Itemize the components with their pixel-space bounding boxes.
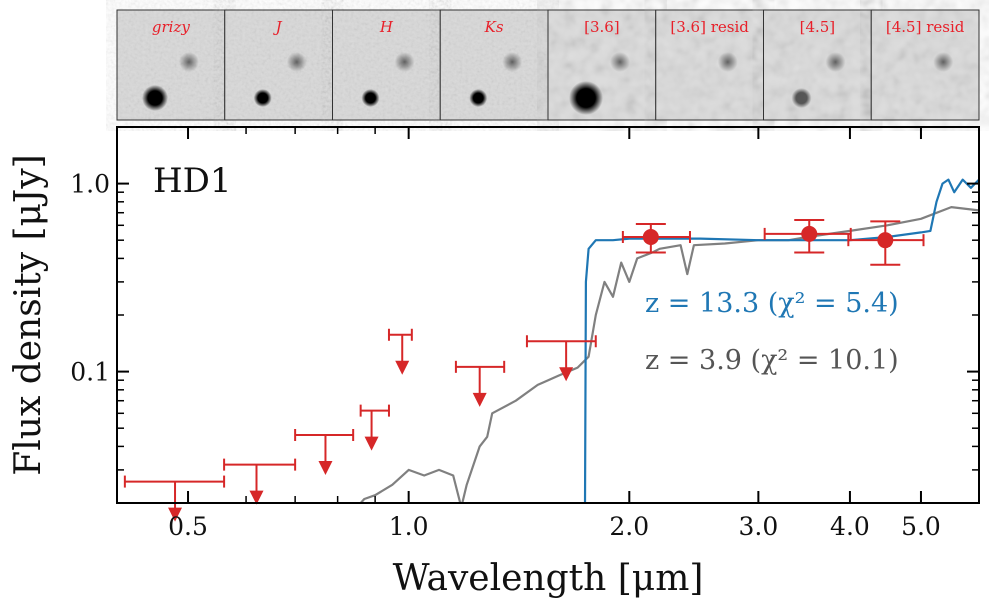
- stamp-0: grizy: [116, 9, 226, 121]
- stamp-6: [4.5]: [763, 9, 872, 121]
- upper-limit: [387, 328, 413, 375]
- neighbor-blob: [825, 52, 846, 72]
- neighbor-blob: [610, 52, 630, 72]
- upper-limit: [454, 360, 506, 407]
- stamp-noise: [117, 10, 225, 120]
- stamp-label: H: [379, 18, 394, 36]
- x-tick-label: 4.0: [830, 512, 870, 541]
- stamp-4: [3.6]: [547, 9, 657, 121]
- down-arrow-icon: [559, 367, 574, 382]
- data-marker: [877, 232, 894, 249]
- photometry-points: [123, 219, 925, 522]
- stamp-label: [4.5]: [800, 18, 836, 36]
- down-arrow-icon: [364, 436, 379, 451]
- neighbor-blob: [286, 52, 307, 72]
- x-tick-label: 1.0: [389, 512, 429, 541]
- upper-limit: [359, 404, 390, 451]
- down-arrow-icon: [168, 507, 183, 522]
- upper-limit: [223, 458, 297, 505]
- data-marker: [642, 228, 659, 245]
- data-marker: [801, 225, 818, 242]
- stamp-label: [4.5] resid: [886, 18, 965, 36]
- upper-limit: [525, 335, 597, 382]
- stamp-label: J: [273, 18, 283, 36]
- source-blob: [361, 89, 380, 107]
- source-blob: [569, 81, 603, 115]
- stamp-7: [4.5] resid: [870, 9, 980, 121]
- source-blob: [142, 85, 168, 111]
- upper-limit: [294, 428, 355, 475]
- stamp-label: [3.6]: [584, 18, 620, 36]
- detection-point: [847, 220, 925, 266]
- neighbor-blob: [933, 52, 954, 72]
- upper-limit: [123, 475, 226, 522]
- stamp-label: grizy: [152, 18, 190, 36]
- stamp-1: J: [224, 9, 333, 121]
- stamp-2: H: [332, 9, 441, 121]
- source-blob: [253, 89, 272, 107]
- stamp-label: Ks: [484, 18, 504, 36]
- panel-label: HD1: [153, 161, 232, 201]
- x-tick-label: 0.5: [168, 512, 208, 541]
- down-arrow-icon: [318, 460, 333, 475]
- model-line-z13.3: [583, 178, 979, 503]
- y-tick-label: 0.1: [70, 358, 110, 387]
- stamp-noise: [871, 10, 979, 120]
- stamp-5: [3.6] resid: [655, 9, 764, 121]
- x-tick-label: 2.0: [609, 512, 649, 541]
- y-axis-title: Flux density [μJy]: [8, 154, 49, 475]
- axis-ticks: 0.5 1.0 2.0 3.0 4.0 5.0 0.1 1.0: [70, 127, 979, 541]
- legend-entry-z13: z = 13.3 (χ² = 5.4): [645, 288, 899, 319]
- detection-point: [763, 219, 852, 254]
- down-arrow-icon: [472, 392, 487, 407]
- stamp-noise: [440, 10, 548, 120]
- stamp-label: [3.6] resid: [670, 18, 749, 36]
- neighbor-blob: [179, 52, 199, 72]
- source-blob: [469, 89, 488, 107]
- y-tick-label: 1.0: [70, 170, 110, 199]
- stamp-noise: [763, 10, 872, 120]
- down-arrow-icon: [249, 490, 264, 505]
- neighbor-blob: [502, 52, 523, 72]
- legend-entry-z4: z = 3.9 (χ² = 10.1): [645, 345, 899, 376]
- x-axis-title: Wavelength [μm]: [393, 558, 704, 599]
- stamp-noise: [332, 10, 441, 120]
- stamp-noise: [224, 10, 333, 120]
- stamp-noise: [655, 10, 764, 120]
- source-blob: [791, 88, 812, 108]
- detection-point: [621, 222, 691, 254]
- x-tick-label: 5.0: [901, 512, 941, 541]
- down-arrow-icon: [395, 360, 410, 375]
- neighbor-blob: [394, 52, 415, 72]
- neighbor-blob: [717, 52, 738, 72]
- model-curves: [359, 178, 979, 503]
- stamp-border: [870, 9, 980, 121]
- x-tick-label: 3.0: [738, 512, 778, 541]
- stamp-3: Ks: [439, 9, 549, 121]
- image-stamps: grizy J H Ks [3.6] [3.6] resid [4.5] [4.5] resi…: [116, 9, 980, 121]
- sed-plot: 0.5 1.0 2.0 3.0 4.0 5.0 0.1 1.0 HD1 z = 13.3 (χ…: [8, 126, 980, 599]
